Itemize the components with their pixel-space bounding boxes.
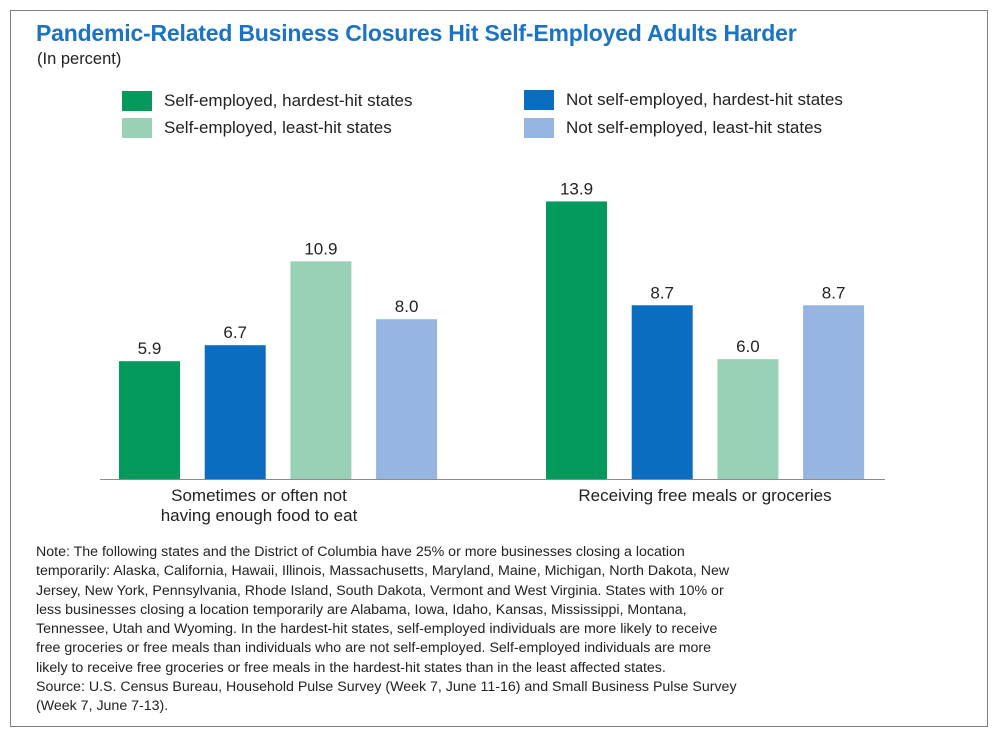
- legend-label: Not self-employed, hardest-hit states: [566, 90, 843, 109]
- figure-frame: [10, 10, 988, 727]
- data-label: 6.7: [223, 323, 247, 342]
- legend-label: Not self-employed, least-hit states: [566, 118, 823, 137]
- bar: [803, 305, 865, 479]
- note-line: temporarily: Alaska, California, Hawaii,…: [36, 563, 730, 580]
- chart-subtitle: (In percent): [37, 50, 122, 68]
- note-line: Jersey, New York, Pennsylvania, Rhode Is…: [36, 582, 724, 599]
- note-line: likely to receive free groceries or free…: [36, 659, 666, 676]
- legend-swatch: [524, 118, 554, 138]
- note-line: less businesses closing a location tempo…: [36, 601, 687, 618]
- data-label: 8.0: [395, 297, 419, 316]
- category-label-line: having enough food to eat: [160, 506, 358, 525]
- data-label: 6.0: [736, 337, 760, 356]
- legend-item-not-self-employed-least-hit: Not self-employed, least-hit states: [524, 116, 822, 140]
- note-line: free groceries or free meals than indivi…: [36, 640, 712, 657]
- legend-swatch: [524, 90, 554, 110]
- note-line: (Week 7, June 7-13).: [36, 698, 169, 715]
- bar: [546, 201, 607, 479]
- data-label: 5.9: [138, 339, 162, 358]
- category-label-food-insufficiency: Sometimes or often not having enough foo…: [99, 486, 419, 526]
- chart-note: Note: The following states and the Distr…: [36, 543, 926, 717]
- data-label: 8.7: [822, 283, 846, 302]
- data-label: 10.9: [304, 239, 337, 258]
- data-label: 13.9: [560, 179, 593, 198]
- bar: [717, 359, 779, 479]
- bar: [376, 319, 438, 479]
- data-label: 8.7: [650, 283, 674, 302]
- legend-item-self-employed-hardest-hit: Self-employed, hardest-hit states: [122, 89, 413, 113]
- note-line: Tennessee, Utah and Wyoming. In the hard…: [36, 621, 718, 638]
- legend-swatch: [122, 118, 152, 138]
- legend-swatch: [122, 91, 152, 111]
- category-label-line: Receiving free meals or groceries: [578, 486, 832, 505]
- bar: [631, 305, 693, 479]
- bar: [204, 345, 266, 479]
- note-line: Note: The following states and the Distr…: [36, 544, 685, 560]
- bar: [290, 261, 352, 479]
- legend-label: Self-employed, hardest-hit states: [164, 91, 413, 110]
- legend-item-not-self-employed-hardest-hit: Not self-employed, hardest-hit states: [524, 88, 843, 112]
- chart-title: Pandemic-Related Business Closures Hit S…: [36, 20, 797, 46]
- legend-item-self-employed-least-hit: Self-employed, least-hit states: [122, 116, 392, 140]
- note-line: Source: U.S. Census Bureau, Household Pu…: [36, 679, 737, 696]
- category-label-free-meals: Receiving free meals or groceries: [545, 486, 865, 506]
- legend-label: Self-employed, least-hit states: [164, 118, 392, 137]
- bar: [119, 361, 180, 479]
- category-label-line: Sometimes or often not: [171, 486, 347, 505]
